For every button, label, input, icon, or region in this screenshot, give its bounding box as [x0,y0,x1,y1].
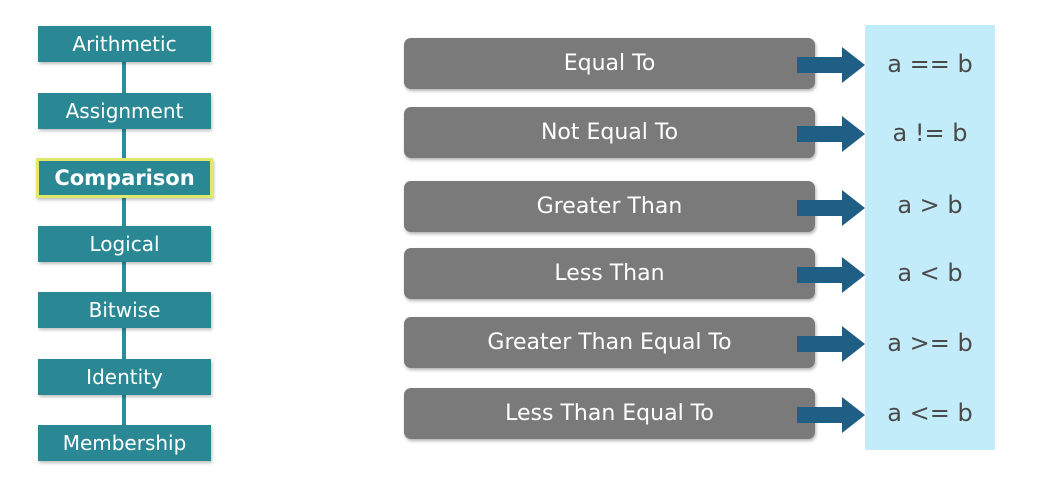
nav-item-label: Bitwise [88,298,161,322]
nav-item-label: Logical [89,232,160,256]
operator-row-greater-than: Greater Than [404,181,815,232]
arrow-right-icon [797,47,865,83]
nav-item-bitwise[interactable]: Bitwise [38,292,211,328]
operator-row-not-equal-to: Not Equal To [404,107,815,158]
nav-item-label: Assignment [65,99,184,123]
operator-name: Less Than [554,261,665,286]
operator-expression: a <= b [887,398,973,427]
operator-name: Greater Than [536,194,683,219]
operator-name: Less Than Equal To [505,401,714,426]
nav-item-membership[interactable]: Membership [38,425,211,461]
nav-item-label: Membership [62,431,187,455]
nav-item-identity[interactable]: Identity [38,359,211,395]
operator-row-less-than: Less Than [404,248,815,299]
operator-expression: a < b [897,258,963,287]
operator-expression: a > b [897,190,963,219]
operator-row-greater-than-equal-to: Greater Than Equal To [404,317,815,368]
operator-expression: a >= b [887,328,973,357]
nav-item-logical[interactable]: Logical [38,226,211,262]
operator-expression: a != b [892,118,968,147]
nav-item-assignment[interactable]: Assignment [38,93,211,129]
operator-name: Greater Than Equal To [487,330,732,355]
nav-item-comparison[interactable]: Comparison [36,158,213,198]
operator-name: Not Equal To [540,120,679,145]
expression-panel [865,25,995,450]
operator-expression: a == b [887,49,973,78]
nav-item-arithmetic[interactable]: Arithmetic [38,26,211,62]
nav-item-label: Comparison [54,166,195,190]
arrow-right-icon [797,190,865,226]
nav-item-label: Identity [86,365,163,389]
arrow-right-icon [797,397,865,433]
operator-row-less-than-equal-to: Less Than Equal To [404,388,815,439]
arrow-right-icon [797,326,865,362]
nav-item-label: Arithmetic [72,32,177,56]
arrow-right-icon [797,116,865,152]
operator-name: Equal To [563,51,656,76]
operator-row-equal-to: Equal To [404,38,815,89]
arrow-right-icon [797,257,865,293]
